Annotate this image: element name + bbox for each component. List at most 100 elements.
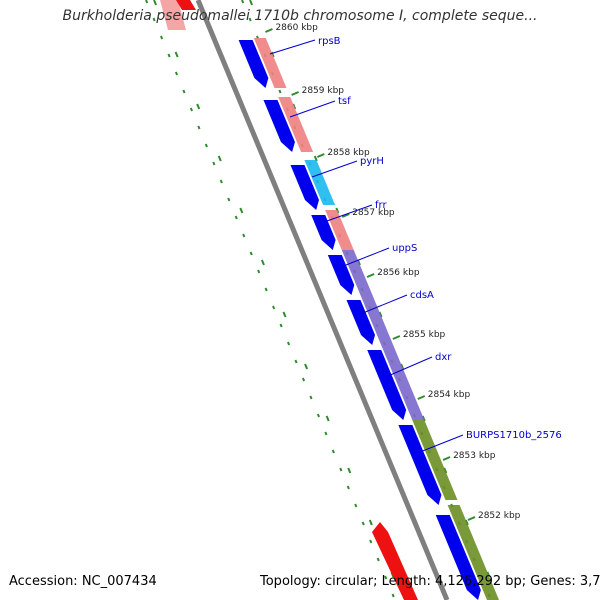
red-arrow bbox=[372, 522, 418, 600]
length-label: Length: 4,126,292 bp bbox=[381, 574, 522, 589]
gene-segment bbox=[447, 505, 499, 600]
gene-label-cdsA: cdsA bbox=[410, 290, 434, 301]
gene-segment bbox=[341, 250, 385, 325]
kbp-label: 2857 kbp bbox=[352, 208, 395, 218]
inner-tick bbox=[272, 305, 276, 310]
inner-tick bbox=[257, 269, 261, 274]
gene-label-frr: frr bbox=[375, 200, 387, 211]
inner-tick bbox=[167, 53, 171, 58]
kbp-label: 2853 kbp bbox=[453, 451, 496, 461]
kbp-label: 2855 kbp bbox=[403, 330, 446, 340]
kbp-tick bbox=[265, 28, 273, 33]
kbp-tick bbox=[366, 273, 375, 278]
gene-label-uppS: uppS bbox=[392, 243, 417, 254]
inner-tick bbox=[346, 485, 350, 490]
inner-tick bbox=[331, 449, 335, 454]
inner-tick bbox=[391, 593, 395, 598]
kbp-tick bbox=[392, 335, 401, 340]
inner-tick bbox=[369, 539, 373, 544]
gene-leader-line bbox=[387, 356, 433, 377]
inner-tick bbox=[339, 467, 343, 472]
outer-tick bbox=[278, 89, 282, 94]
kbp-tick bbox=[291, 91, 299, 96]
inner-tick bbox=[152, 17, 156, 22]
inner-tick bbox=[189, 107, 193, 112]
inner-tick bbox=[264, 287, 268, 292]
gene-leader-line bbox=[289, 100, 336, 118]
inner-tick bbox=[242, 233, 246, 238]
genes-count-label: Genes: 3,799 bbox=[530, 574, 600, 589]
inner-tick bbox=[354, 503, 358, 508]
gene-segment bbox=[325, 210, 354, 250]
genome-stats: Topology: circular; Length: 4,126,292 bp… bbox=[260, 574, 600, 589]
inner-major-tick bbox=[260, 259, 265, 266]
inner-major-tick bbox=[325, 415, 330, 422]
inner-tick bbox=[212, 161, 216, 166]
inner-major-tick bbox=[347, 467, 352, 474]
inner-tick bbox=[249, 251, 253, 256]
inner-tick bbox=[234, 215, 238, 220]
inner-tick bbox=[294, 359, 298, 364]
gene-leader-line bbox=[419, 434, 464, 453]
gene-label-rpsB: rpsB bbox=[318, 36, 341, 47]
cds-arrow bbox=[327, 255, 355, 295]
gene-label-dxr: dxr bbox=[435, 352, 452, 363]
cds-arrow bbox=[238, 40, 269, 88]
inner-major-tick bbox=[153, 0, 157, 6]
inner-tick bbox=[301, 377, 306, 382]
inner-tick bbox=[197, 125, 201, 130]
kbp-label: 2856 kbp bbox=[377, 268, 420, 278]
cds-arrow bbox=[311, 215, 336, 250]
gene-segment bbox=[412, 420, 458, 500]
inner-major-tick bbox=[304, 363, 309, 370]
page-title: Burkholderia pseudomallei 1710b chromoso… bbox=[62, 8, 538, 24]
kbp-label: 2860 kbp bbox=[275, 23, 318, 33]
inner-tick bbox=[309, 395, 313, 400]
gene-segment bbox=[304, 160, 336, 205]
gene-leader-line bbox=[311, 160, 358, 178]
inner-tick bbox=[160, 35, 164, 40]
outer-major-tick bbox=[421, 415, 426, 422]
gene-leader-line bbox=[362, 294, 408, 314]
feature-tracks bbox=[160, 0, 499, 600]
inner-tick bbox=[361, 521, 365, 526]
gene-segment bbox=[160, 0, 186, 30]
inner-tick bbox=[204, 143, 208, 148]
cds-arrow bbox=[435, 515, 481, 600]
gene-label-BURPS1710b_2576: BURPS1710b_2576 bbox=[466, 430, 562, 441]
cds-arrow bbox=[367, 350, 407, 420]
outer-tick bbox=[241, 0, 245, 4]
gene-segment bbox=[278, 97, 314, 152]
cds-arrow bbox=[346, 300, 376, 345]
gene-segment bbox=[372, 325, 425, 420]
backbone-line bbox=[195, 0, 450, 600]
inner-tick bbox=[324, 431, 328, 436]
inner-tick bbox=[287, 341, 291, 346]
feature-labels: 2860 kbp 2859 kbp 2858 kbp 2857 kbp 2856 kbp… bbox=[265, 23, 562, 521]
gene-label-tsf: tsf bbox=[338, 96, 351, 107]
inner-major-tick bbox=[368, 519, 373, 526]
inner-tick bbox=[316, 413, 320, 418]
inner-major-tick bbox=[196, 103, 201, 110]
outer-tick bbox=[248, 17, 252, 22]
kbp-tick bbox=[341, 213, 350, 218]
inner-major-tick bbox=[217, 155, 222, 162]
cds-arrow bbox=[263, 100, 295, 152]
inner-major-tick bbox=[282, 311, 287, 318]
inner-tick bbox=[376, 557, 380, 562]
kbp-label: 2854 kbp bbox=[428, 390, 471, 400]
kbp-tick bbox=[442, 456, 451, 461]
topology-label: Topology: circular bbox=[260, 574, 374, 589]
inner-tick bbox=[384, 575, 388, 580]
kbp-tick bbox=[316, 153, 325, 158]
inner-major-tick bbox=[239, 207, 244, 214]
outer-major-tick bbox=[249, 0, 253, 6]
kbp-label: 2859 kbp bbox=[302, 86, 345, 96]
kbp-label: 2858 kbp bbox=[327, 148, 370, 158]
gene-segment bbox=[176, 0, 196, 10]
inner-tick bbox=[219, 179, 223, 184]
kbp-label: 2852 kbp bbox=[478, 511, 521, 521]
gene-segment bbox=[253, 38, 287, 88]
inner-tick bbox=[174, 71, 179, 76]
